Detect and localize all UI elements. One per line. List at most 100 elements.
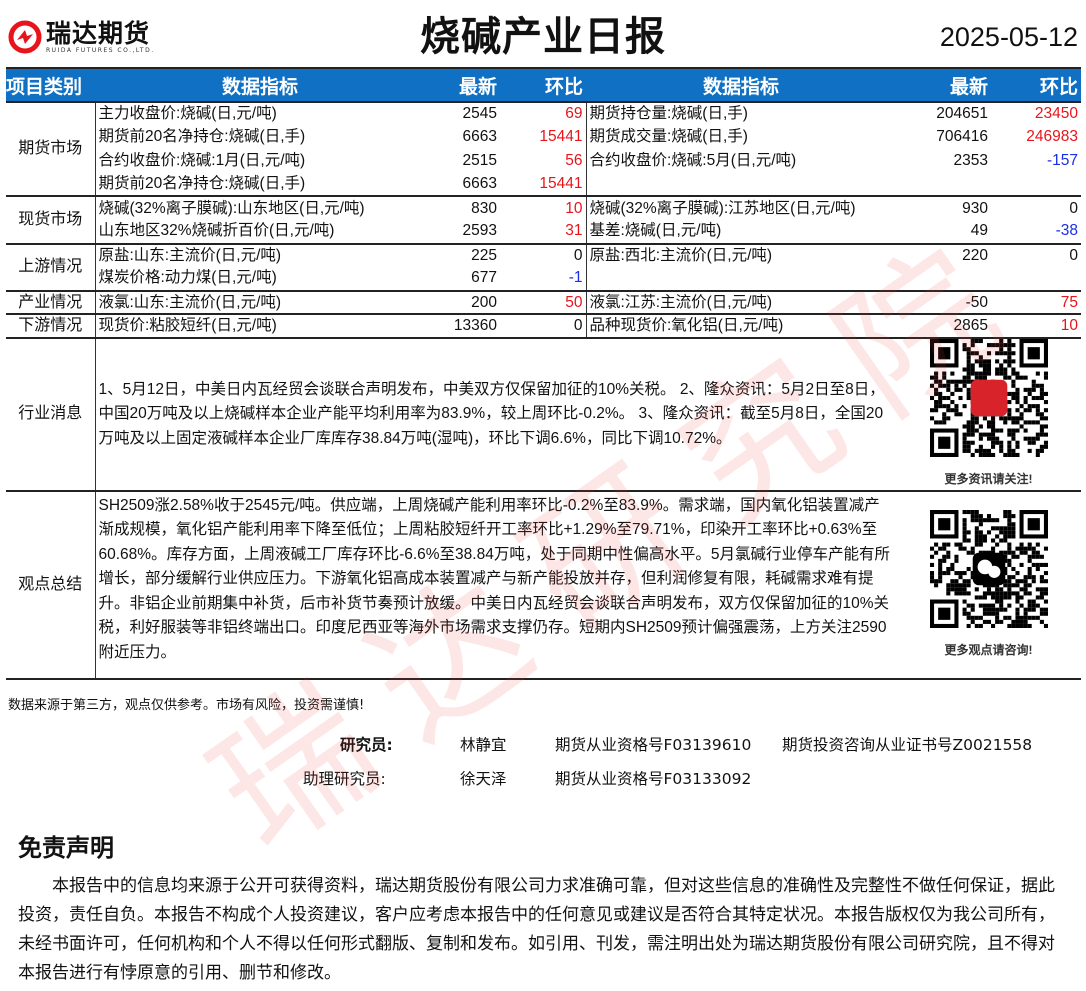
opinion-row: 观点总结 SH2509涨2.58%收于2545元/吨。供应端，上周烧碱产能利用率环…	[6, 489, 1081, 680]
column-header: 数据指标	[586, 67, 896, 102]
opinion-text: SH2509涨2.58%收于2545元/吨。供应端，上周烧碱产能利用率环比-0.…	[95, 489, 896, 680]
company-name: 瑞达期货	[46, 18, 151, 48]
latest-value: 220	[896, 242, 991, 268]
category-cell: 观点总结	[6, 489, 96, 680]
change-value: 10	[991, 313, 1081, 338]
table-row: 期货市场 主力收盘价:烧碱(日,元/吨) 2545 69 期货持仓量:烧碱(日,手) 20…	[6, 100, 1081, 197]
report-title: 烧碱产业日报	[420, 14, 666, 60]
qr-caption: 更多资讯请关注!	[944, 472, 1033, 487]
table-row: 山东地区32%烧碱折百价(日,元/吨) 2593 31 基差:烧碱(日,元/吨) 49 -…	[6, 219, 1081, 244]
table-row: 煤炭价格:动力煤(日,元/吨) 677 -1	[6, 267, 1081, 291]
latest-value: 2515	[462, 151, 497, 169]
indicator-name: 期货前20名净持仓:烧碱(日,手)	[98, 175, 306, 193]
disclaimer-text: 本报告中的信息均来源于公开可获得资料，瑞达期货股份有限公司力求准确可靠，但对这些…	[18, 876, 1055, 983]
qr-code: 更多观点请咨询!	[896, 489, 1081, 680]
table-row: 下游情况 现货价:粘胶短纤(日,元/吨) 13360 0 品种现货价:氧化铝(日,元/吨…	[6, 313, 1081, 338]
table-row: 产业情况 液氯:山东:主流价(日,元/吨) 200 50 液氯:江苏:主流价(日,元/吨…	[6, 289, 1081, 315]
category-cell: 产业情况	[6, 289, 96, 315]
indicator-name: 烧碱(32%离子膜碱):江苏地区(日,元/吨)	[586, 195, 896, 220]
category-cell: 下游情况	[6, 313, 96, 338]
indicator-name: 期货持仓量:烧碱(日,手)	[586, 101, 896, 126]
latest-value: 204651	[896, 101, 991, 126]
change-value: -38	[1055, 222, 1078, 240]
change-value: 56	[500, 149, 587, 173]
latest-value: 677	[471, 269, 497, 287]
researcher-consult-cert: 期货投资咨询从业证书号Z0021558	[782, 736, 1033, 754]
table-row: 现货市场 烧碱(32%离子膜碱):山东地区(日,元/吨) 830 10 烧碱(32%离子…	[6, 195, 1081, 244]
change-value	[991, 267, 1081, 291]
indicator-name: 山东地区32%烧碱折百价(日,元/吨)	[98, 222, 335, 240]
indicator-name	[586, 173, 896, 197]
latest-value: 6663	[462, 128, 497, 146]
indicator-name: 期货成交量:烧碱(日,手)	[589, 128, 748, 146]
latest-value: 2545	[425, 101, 500, 126]
category-cell: 期货市场	[6, 100, 96, 197]
table-row: 合约收盘价:烧碱:1月(日,元/吨) 2515 56 合约收盘价:烧碱:5月(日,元/…	[6, 149, 1081, 173]
column-header: 项目类别	[6, 67, 95, 102]
category-cell: 行业消息	[6, 336, 96, 491]
table-header: 项目类别 数据指标 最新 环比 数据指标 最新 环比	[6, 67, 1081, 102]
change-value: -1	[500, 267, 587, 291]
latest-value: 49	[970, 222, 988, 240]
indicator-name: 品种现货价:氧化铝(日,元/吨)	[586, 313, 896, 338]
indicator-name: 期货前20名净持仓:烧碱(日,手)	[98, 128, 306, 146]
change-value	[991, 173, 1081, 197]
latest-value	[896, 267, 991, 291]
change-value: 0	[991, 242, 1081, 268]
assistant-label: 助理研究员:	[303, 770, 386, 788]
researcher-label: 研究员:	[340, 736, 393, 754]
change-value: 10	[500, 195, 587, 220]
change-value: 15441	[500, 172, 587, 197]
change-value: 31	[500, 219, 587, 244]
indicator-name: 现货价:粘胶短纤(日,元/吨)	[95, 313, 425, 338]
source-note: 数据来源于第三方，观点仅供参考。市场有风险，投资需谨慎!	[8, 698, 365, 713]
change-value: -157	[1046, 151, 1078, 169]
column-header: 最新	[896, 67, 991, 102]
assistant-name: 徐天泽	[460, 770, 507, 788]
indicator-name: 煤炭价格:动力煤(日,元/吨)	[98, 269, 277, 287]
latest-value: 930	[896, 195, 991, 220]
disclaimer-title: 免责声明	[18, 834, 114, 862]
latest-value: 225	[425, 242, 500, 268]
change-value: 0	[991, 195, 1081, 220]
change-value: 246983	[1026, 128, 1078, 146]
column-header: 数据指标	[95, 67, 425, 102]
change-value: 0	[500, 242, 587, 268]
change-value: 0	[500, 313, 587, 338]
qr-code: 更多资讯请关注!	[896, 336, 1081, 491]
column-header: 环比	[991, 67, 1081, 102]
qr-code-icon	[929, 339, 1048, 458]
indicator-name	[586, 267, 896, 291]
table-row: 期货前20名净持仓:烧碱(日,手) 6663 15441 期货成交量:烧碱(日,手) 7…	[6, 125, 1081, 150]
latest-value	[896, 173, 991, 197]
table-row: 期货前20名净持仓:烧碱(日,手) 6663 15441	[6, 172, 1081, 197]
indicator-name: 原盐:山东:主流价(日,元/吨)	[95, 242, 425, 268]
company-name-en: RUIDA FUTURES CO.,LTD.	[46, 46, 155, 54]
indicator-name: 主力收盘价:烧碱(日,元/吨)	[95, 101, 425, 126]
researcher-cert: 期货从业资格号F03139610	[555, 736, 752, 754]
column-header: 环比	[500, 67, 586, 102]
news-text: 1、5月12日，中美日内瓦经贸会谈联合声明发布，中美双方仅保留加征的10%关税。…	[95, 336, 896, 491]
ruida-logo-icon	[8, 20, 42, 54]
column-header: 最新	[425, 67, 500, 102]
indicator-name: 液氯:江苏:主流价(日,元/吨)	[586, 289, 896, 315]
researcher-name: 林静宜	[460, 736, 507, 754]
indicator-name: 烧碱(32%离子膜碱):山东地区(日,元/吨)	[95, 195, 425, 220]
latest-value: 2865	[896, 313, 991, 338]
report-header: 瑞达期货 RUIDA FUTURES CO.,LTD. 烧碱产业日报 2025-0…	[0, 0, 1086, 66]
latest-value: 6663	[462, 175, 497, 193]
change-value: 50	[500, 289, 587, 315]
table-row: 上游情况 原盐:山东:主流价(日,元/吨) 225 0 原盐:西北:主流价(日,元/吨)…	[6, 242, 1081, 291]
latest-value: 2353	[953, 151, 988, 169]
latest-value: -50	[896, 289, 991, 315]
change-value: 69	[500, 101, 587, 126]
company-logo: 瑞达期货 RUIDA FUTURES CO.,LTD.	[8, 20, 155, 54]
qr-code-icon	[929, 509, 1048, 628]
change-value: 75	[991, 289, 1081, 315]
assistant-cert: 期货从业资格号F03133092	[555, 770, 752, 788]
indicator-name: 合约收盘价:烧碱:5月(日,元/吨)	[589, 151, 797, 169]
qr-caption: 更多观点请咨询!	[944, 642, 1033, 657]
latest-value: 830	[425, 195, 500, 220]
category-cell: 现货市场	[6, 195, 96, 244]
news-row: 行业消息 1、5月12日，中美日内瓦经贸会谈联合声明发布，中美双方仅保留加征的10…	[6, 336, 1081, 491]
